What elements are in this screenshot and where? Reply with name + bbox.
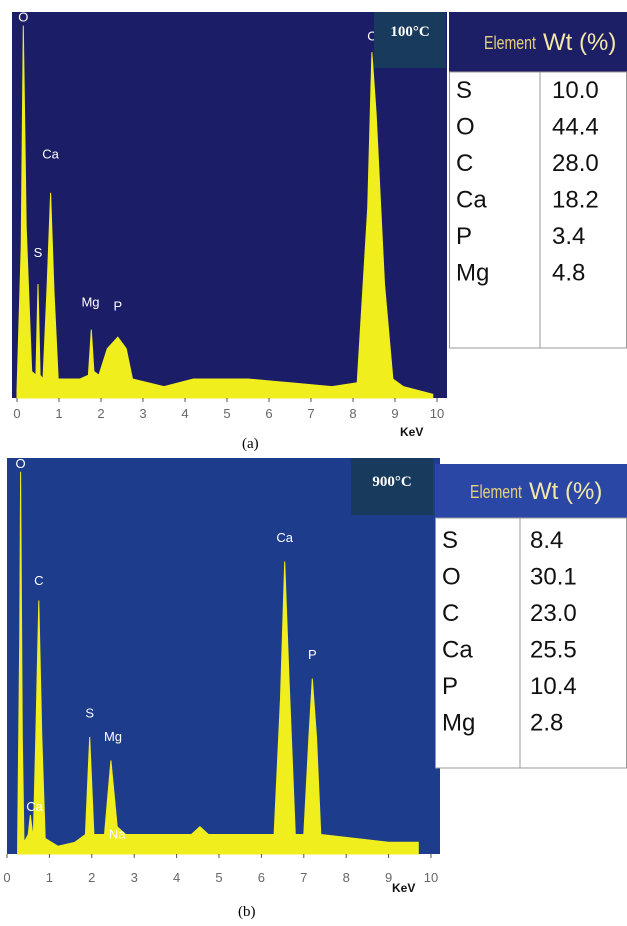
- panel-b-peak-label-2: Ca: [26, 799, 43, 814]
- panel-b-peak-label-5: Na: [109, 826, 126, 841]
- panel-b-table-element-0: S: [442, 527, 458, 554]
- panel-a-x-tick-label-7: 7: [307, 406, 314, 421]
- panel-a-table-body: [449, 71, 627, 349]
- panel-b-table-element-1: O: [442, 564, 461, 591]
- panel-a-x-tick-label-3: 3: [139, 406, 146, 421]
- panel-a-x-tick-label-9: 9: [391, 406, 398, 421]
- panel-b-peak-label-6: Ca: [276, 530, 293, 545]
- panel-b-x-tick-label-1: 1: [46, 870, 53, 885]
- panel-a-table-element-4: P: [456, 223, 472, 250]
- panel-a-table-wt-3: 18.2: [552, 187, 599, 214]
- panel-b-table-wt-2: 23.0: [530, 600, 577, 627]
- panel-b-table-wt-4: 10.4: [530, 673, 577, 700]
- panel-b-peak-label-7: P: [308, 647, 317, 662]
- panel-b-peak-label-1: C: [34, 573, 43, 588]
- panel-a-table-element-0: S: [456, 77, 472, 104]
- panel-a-peak-label-1: S: [34, 245, 43, 260]
- panel-b-table-element-4: P: [442, 673, 458, 700]
- panel-b-table-header-element: Element: [470, 482, 522, 502]
- panel-a-table-header: [449, 12, 627, 72]
- panel-a-x-tick-label-8: 8: [349, 406, 356, 421]
- panel-b-x-tick-label-8: 8: [343, 870, 350, 885]
- panel-a-table-header-wt: Wt (%): [543, 29, 616, 56]
- panel-a-temp-box: [374, 12, 446, 68]
- panel-a-x-tick-label-6: 6: [265, 406, 272, 421]
- panel-a-table-element-2: C: [456, 150, 473, 177]
- panel-b-x-tick-label-10: 10: [424, 870, 438, 885]
- panel-b-x-tick-label-6: 6: [258, 870, 265, 885]
- panel-b-spectrum-area: [17, 471, 419, 855]
- panel-b-x-unit-label: KeV: [392, 881, 415, 895]
- panel-b-table-wt-5: 2.8: [530, 710, 563, 737]
- panel-a-x-tick-label-2: 2: [97, 406, 104, 421]
- panel-b-table-header: [435, 464, 627, 518]
- panel-a-x-tick-label-1: 1: [55, 406, 62, 421]
- panel-a-table-wt-4: 3.4: [552, 223, 585, 250]
- panel-b-caption: (b): [238, 904, 256, 920]
- panel-a-peak-label-3: Mg: [81, 295, 99, 310]
- panel-b-x-tick-label-4: 4: [173, 870, 180, 885]
- panel-a-peak-label-2: Ca: [42, 146, 59, 161]
- panel-b-temp-label: 900°C: [372, 474, 411, 490]
- panel-a-x-tick-label-4: 4: [181, 406, 188, 421]
- panel-a-table-element-1: O: [456, 114, 475, 141]
- panel-b-x-tick-label-5: 5: [215, 870, 222, 885]
- panel-a-table-wt-2: 28.0: [552, 150, 599, 177]
- panel-b-table-element-5: Mg: [442, 710, 475, 737]
- panel-b-peak-label-3: S: [85, 705, 94, 720]
- panel-a-spectrum-area: [16, 25, 434, 399]
- panel-a-caption: (a): [242, 436, 259, 452]
- panel-b-x-tick-label-3: 3: [131, 870, 138, 885]
- panel-a-x-tick-label-10: 10: [430, 406, 444, 421]
- panel-b-table-body: [435, 517, 627, 769]
- panel-a-x-tick-label-5: 5: [223, 406, 230, 421]
- panel-b-x-tick-label-0: 0: [3, 870, 10, 885]
- panel-b-table-header-wt: Wt (%): [529, 478, 602, 505]
- panel-a-x-tick-label-0: 0: [13, 406, 20, 421]
- panel-b-table-element-3: Ca: [442, 637, 473, 664]
- panel-b-table-wt-0: 8.4: [530, 527, 563, 554]
- panel-a-table-element-5: Mg: [456, 260, 489, 287]
- panel-a-table-header-element: Element: [484, 33, 536, 53]
- panel-b-peak-label-4: Mg: [104, 729, 122, 744]
- panel-a-table-wt-0: 10.0: [552, 77, 599, 104]
- panel-a-peak-label-5: C: [367, 29, 376, 44]
- panel-b-table-wt-1: 30.1: [530, 564, 577, 591]
- panel-a-temp-label: 100°C: [390, 24, 429, 40]
- panel-a-x-unit-label: KeV: [400, 425, 423, 439]
- panel-a-table-wt-1: 44.4: [552, 114, 599, 141]
- panel-b-temp-box: [351, 458, 433, 515]
- panel-a-peak-label-4: P: [113, 298, 122, 313]
- panel-a-table-element-3: Ca: [456, 187, 487, 214]
- panel-b-table-wt-3: 25.5: [530, 637, 577, 664]
- panel-b-plot-area: [7, 458, 440, 854]
- panel-a-table-wt-5: 4.8: [552, 260, 585, 287]
- panel-b-peak-label-0: O: [16, 456, 26, 471]
- panel-b-x-tick-label-9: 9: [385, 870, 392, 885]
- panel-a-peak-label-0: O: [18, 10, 28, 25]
- panel-b-x-tick-label-7: 7: [300, 870, 307, 885]
- panel-b-table-element-2: C: [442, 600, 459, 627]
- panel-b-x-tick-label-2: 2: [88, 870, 95, 885]
